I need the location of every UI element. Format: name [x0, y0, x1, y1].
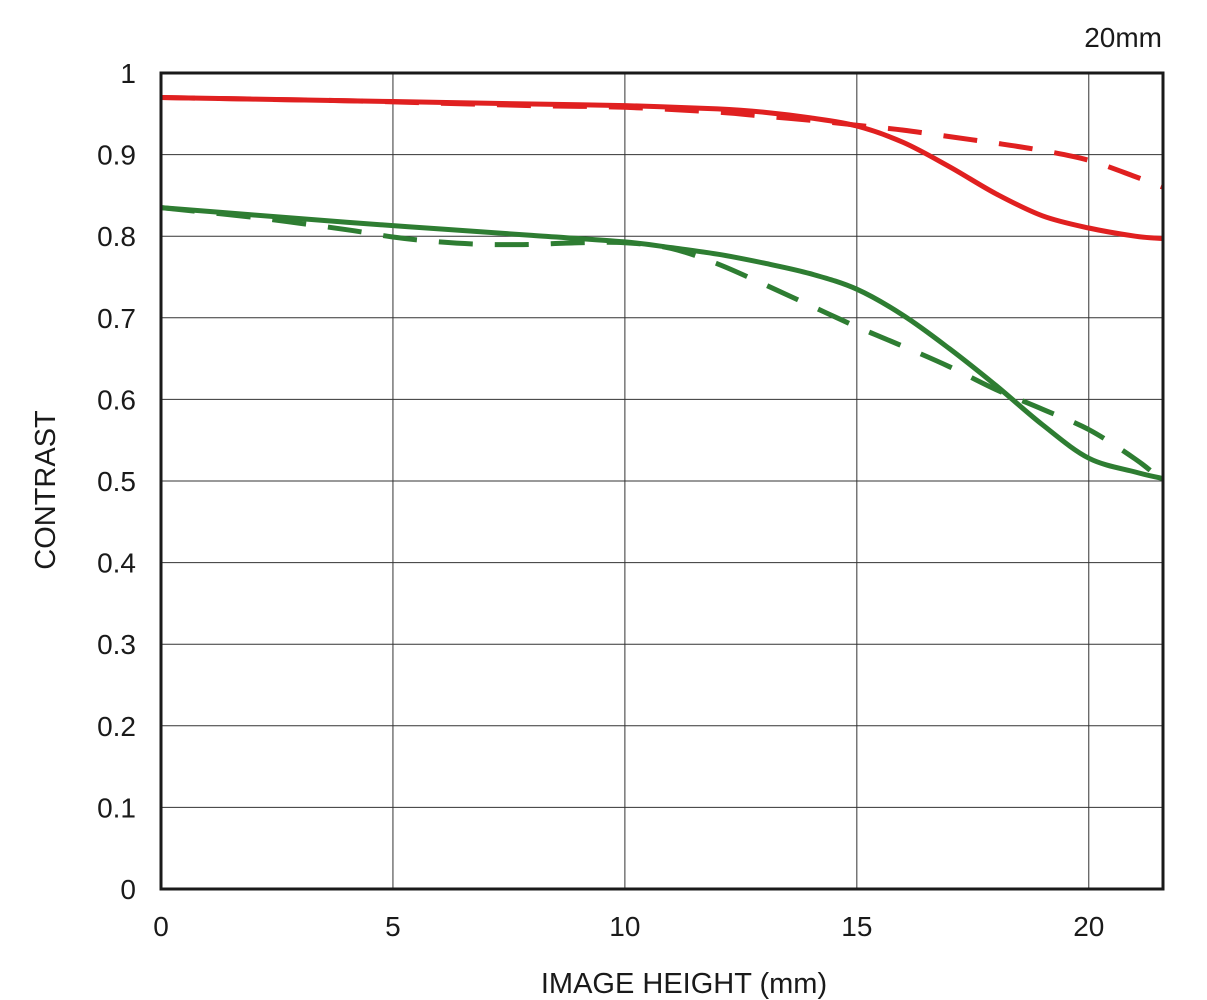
- series-line-green-solid: [160, 205, 1164, 482]
- y-tick-label: 0.3: [97, 629, 136, 660]
- x-tick-label: 20: [1073, 911, 1104, 942]
- series-lines: [160, 95, 1165, 483]
- y-tick-label: 0.2: [97, 711, 136, 742]
- series-line-red-solid: [160, 95, 1164, 242]
- y-axis-title: CONTRAST: [30, 410, 62, 570]
- y-tick-label: 0.6: [97, 384, 136, 415]
- grid: [161, 73, 1163, 889]
- x-tick-label: 0: [153, 911, 169, 942]
- series-line-red-dashed: [160, 95, 1164, 190]
- y-tick-label: 0.7: [97, 303, 136, 334]
- x-tick-label: 10: [609, 911, 640, 942]
- x-axis-title: IMAGE HEIGHT (mm): [541, 968, 827, 1000]
- y-tick-label: 0.5: [97, 466, 136, 497]
- corner-label: 20mm: [1084, 22, 1162, 53]
- x-tick-label: 15: [841, 911, 872, 942]
- y-tick-label: 1: [120, 58, 136, 89]
- y-tick-label: 0.1: [97, 792, 136, 823]
- x-tick-label: 5: [385, 911, 401, 942]
- y-tick-label: 0: [120, 874, 136, 905]
- y-tick-label: 0.8: [97, 221, 136, 252]
- y-tick-label: 0.9: [97, 140, 136, 171]
- plot-frame: [159, 71, 1165, 891]
- series-line-green-dashed: [160, 205, 1165, 483]
- tick-labels: 00.10.20.30.40.50.60.70.80.910 5 10 15 20: [97, 58, 1104, 942]
- y-tick-label: 0.4: [97, 548, 136, 579]
